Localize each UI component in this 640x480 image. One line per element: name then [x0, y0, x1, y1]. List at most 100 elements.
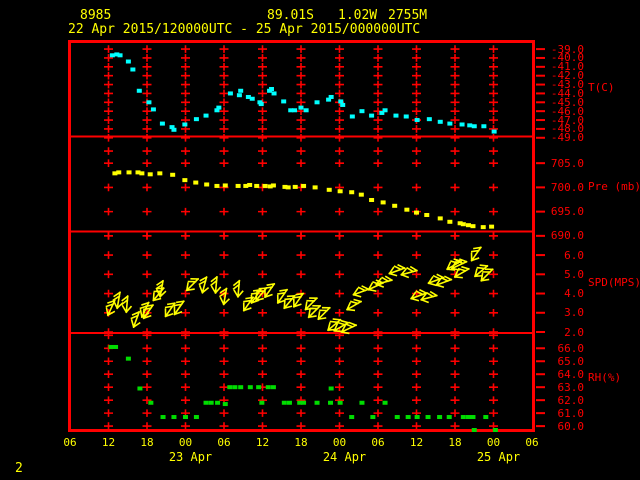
- grid-cross: [296, 133, 306, 142]
- wind-barb: [218, 287, 230, 306]
- grid-cross: [219, 409, 229, 417]
- pressure-point: [480, 225, 486, 230]
- grid-cross: [181, 344, 190, 353]
- temp-point: [227, 91, 233, 96]
- temp-point: [403, 114, 409, 119]
- grid-cross: [219, 71, 229, 80]
- plot-border: [68, 40, 535, 432]
- x-axis-label: 00: [178, 436, 193, 449]
- grid-cross: [450, 183, 460, 192]
- pressure-point: [460, 222, 466, 227]
- rh-point: [382, 400, 388, 405]
- wind-barb: [480, 268, 494, 282]
- grid-cross: [142, 251, 152, 259]
- temp-point: [379, 110, 385, 115]
- pressure-point: [235, 183, 241, 188]
- rh-point: [446, 415, 452, 420]
- temp-point: [467, 123, 473, 128]
- grid-cross: [335, 107, 344, 115]
- grid-cross: [489, 270, 498, 279]
- temp-point: [125, 59, 131, 64]
- grid-cross: [335, 125, 344, 133]
- grid-cross: [489, 63, 498, 71]
- grid-cross: [335, 422, 344, 430]
- grid-cross: [142, 159, 152, 167]
- grid-cross: [142, 270, 152, 279]
- wind-barb: [112, 291, 124, 310]
- y-axis-label: 6.0: [564, 248, 584, 262]
- wind-barb: [173, 300, 185, 316]
- wind-barb: [210, 275, 222, 295]
- grid-cross: [373, 396, 383, 404]
- pressure-point: [358, 192, 364, 197]
- rh-point: [108, 344, 114, 349]
- grid-cross: [142, 107, 152, 115]
- grid-cross: [104, 183, 113, 192]
- grid-cross: [489, 133, 498, 142]
- grid-cross: [373, 116, 383, 124]
- wind-barb: [427, 273, 445, 287]
- rh-point: [270, 385, 276, 390]
- wind-barb: [263, 282, 276, 299]
- temp-point: [268, 87, 274, 91]
- pressure-point: [404, 207, 410, 212]
- temp-point: [338, 99, 344, 104]
- wind-barb: [453, 265, 470, 279]
- grid-cross: [296, 54, 306, 62]
- grid-cross: [219, 331, 229, 340]
- grid-cross: [296, 383, 306, 391]
- grid-cross: [258, 331, 267, 340]
- grid-cross: [104, 116, 113, 124]
- wind-barb: [340, 321, 358, 335]
- grid-cross: [489, 357, 498, 366]
- grid-cross: [181, 89, 190, 98]
- wind-barb: [352, 285, 370, 298]
- grid-cross: [489, 116, 498, 124]
- grid-cross: [296, 422, 306, 430]
- grid-cross: [181, 133, 190, 142]
- grid-cross: [450, 147, 460, 155]
- x-axis-label: 12: [409, 436, 424, 449]
- wind-barb: [307, 304, 322, 319]
- rh-point: [492, 428, 498, 432]
- temp-point: [491, 129, 497, 134]
- grid-cross: [142, 331, 152, 340]
- temp-point: [382, 108, 388, 113]
- rh-point: [265, 385, 271, 390]
- grid-cross: [412, 147, 421, 155]
- grid-cross: [489, 159, 498, 167]
- wind-barb: [333, 319, 350, 333]
- grid-cross: [450, 344, 460, 353]
- grid-cross: [450, 45, 460, 53]
- wind-barb: [276, 288, 289, 304]
- grid-cross: [412, 383, 421, 391]
- rh-point: [328, 386, 334, 391]
- grid-cross: [489, 308, 498, 317]
- grid-cross: [142, 147, 152, 155]
- temp-point: [349, 114, 355, 119]
- rh-point: [301, 400, 307, 405]
- grid-cross: [296, 270, 306, 279]
- grid-cross: [335, 270, 344, 279]
- grid-cross: [412, 183, 421, 192]
- grid-cross: [412, 308, 421, 317]
- rh-point: [203, 400, 209, 405]
- grid-cross: [412, 270, 421, 279]
- pressure-unit-label: Pre (mb): [588, 180, 640, 193]
- grid-cross: [104, 80, 113, 89]
- grid-cross: [335, 71, 344, 80]
- grid-cross: [104, 45, 113, 53]
- pressure-point: [349, 190, 355, 195]
- grid-cross: [373, 89, 383, 98]
- grid-cross: [296, 71, 306, 80]
- temp-point: [245, 94, 251, 99]
- grid-cross: [142, 183, 152, 192]
- pressure-point: [369, 197, 375, 202]
- grid-cross: [373, 289, 383, 298]
- temp-point: [369, 113, 375, 118]
- y-axis-label: -44.0: [550, 86, 584, 100]
- grid-cross: [412, 159, 421, 167]
- grid-cross: [219, 308, 229, 317]
- temp-point: [359, 109, 365, 114]
